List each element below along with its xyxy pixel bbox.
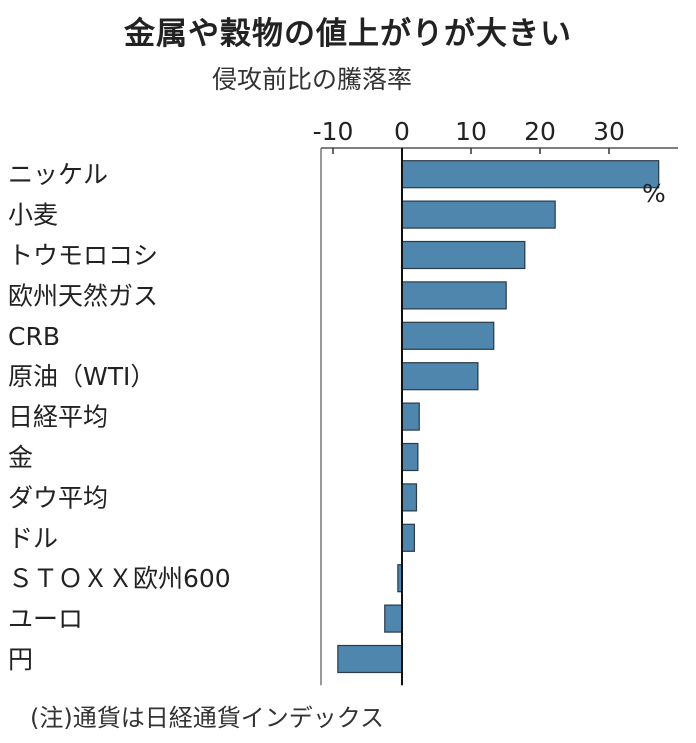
bar xyxy=(401,442,419,472)
bar xyxy=(401,240,526,270)
category-label: ニッケル xyxy=(8,160,108,189)
category-label: CRB xyxy=(8,322,60,351)
bar xyxy=(401,483,418,512)
x-tick-label: 20 xyxy=(524,117,556,146)
x-tick-label: 10 xyxy=(455,117,487,146)
bar xyxy=(337,644,403,674)
category-label: ユーロ xyxy=(8,605,83,634)
category-label: 小麦 xyxy=(8,201,58,230)
unit-label: % xyxy=(642,179,666,208)
x-tick-label: -10 xyxy=(313,117,354,146)
chart-note: (注)通貨は日経通貨インデックス xyxy=(30,704,385,732)
category-label: 原油（WTI） xyxy=(8,362,155,391)
bar xyxy=(384,604,403,633)
bar xyxy=(401,281,507,310)
category-label: トウモロコシ xyxy=(8,241,158,270)
bar xyxy=(401,200,556,229)
chart-title: 金属や穀物の値上がりが大きい xyxy=(124,16,572,52)
category-label: 円 xyxy=(8,645,33,674)
category-label: ドル xyxy=(8,524,58,553)
category-label: ダウ平均 xyxy=(8,483,108,512)
bar xyxy=(401,160,660,189)
category-label: 日経平均 xyxy=(8,403,108,432)
category-label: 金 xyxy=(8,443,33,472)
category-label: 欧州天然ガス xyxy=(8,281,158,310)
chart-subtitle: 侵攻前比の騰落率 xyxy=(212,65,413,94)
category-label: ＳＴＯＸＸ欧州600 xyxy=(8,564,231,593)
bar xyxy=(401,321,495,350)
x-tick-label: 30 xyxy=(593,117,625,146)
bar xyxy=(401,523,416,552)
bar xyxy=(401,362,479,391)
x-tick-label: 0 xyxy=(394,117,410,146)
bar xyxy=(401,402,420,431)
